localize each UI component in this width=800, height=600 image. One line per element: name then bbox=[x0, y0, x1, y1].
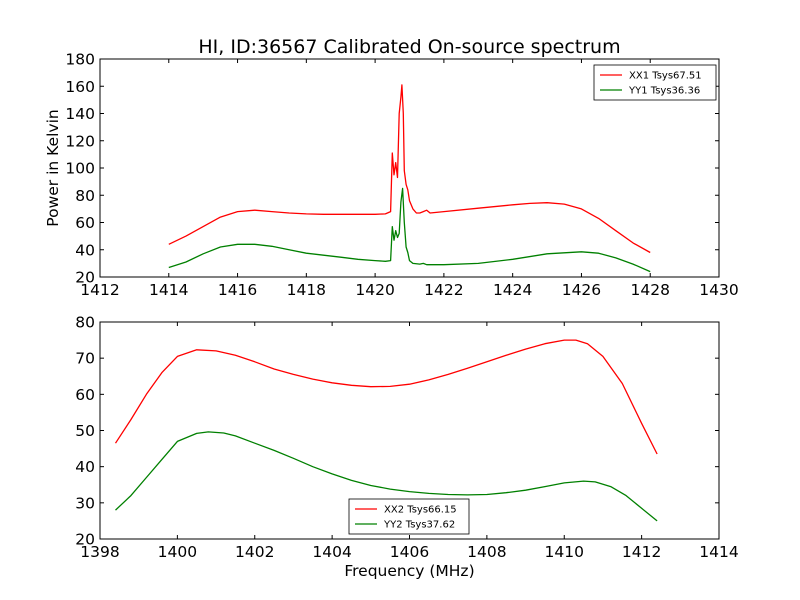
y-tick-label: 60 bbox=[75, 386, 95, 404]
legend-label: XX2 Tsys66.15 bbox=[384, 505, 457, 516]
y-tick-label: 70 bbox=[75, 350, 95, 368]
x-tick-label: 1418 bbox=[287, 281, 326, 299]
y-tick-label: 120 bbox=[65, 132, 95, 150]
x-tick-label: 1404 bbox=[312, 543, 351, 561]
y-tick-label: 40 bbox=[75, 458, 95, 476]
x-tick-label: 1428 bbox=[630, 281, 669, 299]
y-tick-label: 160 bbox=[65, 78, 95, 96]
y-tick-label: 20 bbox=[75, 531, 95, 549]
y-tick-label: 140 bbox=[65, 105, 95, 123]
x-tick-label: 1410 bbox=[545, 543, 584, 561]
legend-label: XX1 Tsys67.51 bbox=[629, 71, 702, 82]
x-tick-label: 1420 bbox=[355, 281, 394, 299]
x-tick-label: 1408 bbox=[467, 543, 506, 561]
y-axis-label: Power in Kelvin bbox=[44, 109, 62, 226]
x-tick-label: 1400 bbox=[158, 543, 197, 561]
legend: XX2 Tsys66.15 YY2 Tsys37.62 bbox=[348, 498, 470, 535]
series-line-xx bbox=[168, 84, 651, 254]
x-tick-label: 1402 bbox=[235, 543, 274, 561]
series-line-yy bbox=[168, 187, 651, 273]
y-tick-label: 180 bbox=[65, 51, 95, 69]
legend: XX1 Tsys67.51 YY1 Tsys36.36 bbox=[593, 64, 717, 101]
x-tick-label: 1424 bbox=[493, 281, 532, 299]
chart-title: HI, ID:36567 Calibrated On-source spectr… bbox=[198, 36, 620, 58]
x-tick-label: 1416 bbox=[218, 281, 257, 299]
y-tick-label: 40 bbox=[75, 241, 95, 259]
y-tick-label: 100 bbox=[65, 160, 95, 178]
x-tick-label: 1406 bbox=[390, 543, 429, 561]
legend-label: YY1 Tsys36.36 bbox=[628, 86, 700, 97]
top-panel: 1412 1414 1416 1418 1420 1422 1424 1426 1428 1430… bbox=[44, 36, 739, 299]
x-axis-label: Frequency (MHz) bbox=[344, 562, 474, 580]
series-line-yy bbox=[115, 431, 658, 522]
y-tick-label: 60 bbox=[75, 214, 95, 232]
legend-box bbox=[593, 64, 717, 101]
y-tick-label: 80 bbox=[75, 314, 95, 332]
series-line-xx bbox=[114, 339, 658, 455]
legend-label: YY2 Tsys37.62 bbox=[383, 520, 455, 531]
x-tick-label: 1414 bbox=[699, 543, 738, 561]
x-tick-label: 1422 bbox=[424, 281, 463, 299]
x-tick-label: 1398 bbox=[80, 543, 119, 561]
bottom-panel: 1398 1400 1402 1404 1406 1408 1410 1412 1414 20 30… bbox=[75, 314, 738, 581]
y-tick-label: 30 bbox=[75, 494, 95, 512]
y-tick-label: 20 bbox=[75, 269, 95, 287]
y-tick-label: 80 bbox=[75, 187, 95, 205]
y-tick-label: 50 bbox=[75, 422, 95, 440]
x-tick-label: 1426 bbox=[562, 281, 601, 299]
legend-box bbox=[348, 498, 470, 535]
x-tick-label: 1412 bbox=[622, 543, 661, 561]
x-tick-label: 1414 bbox=[149, 281, 188, 299]
x-tick-label: 1430 bbox=[699, 281, 738, 299]
x-tick-label: 1412 bbox=[80, 281, 119, 299]
